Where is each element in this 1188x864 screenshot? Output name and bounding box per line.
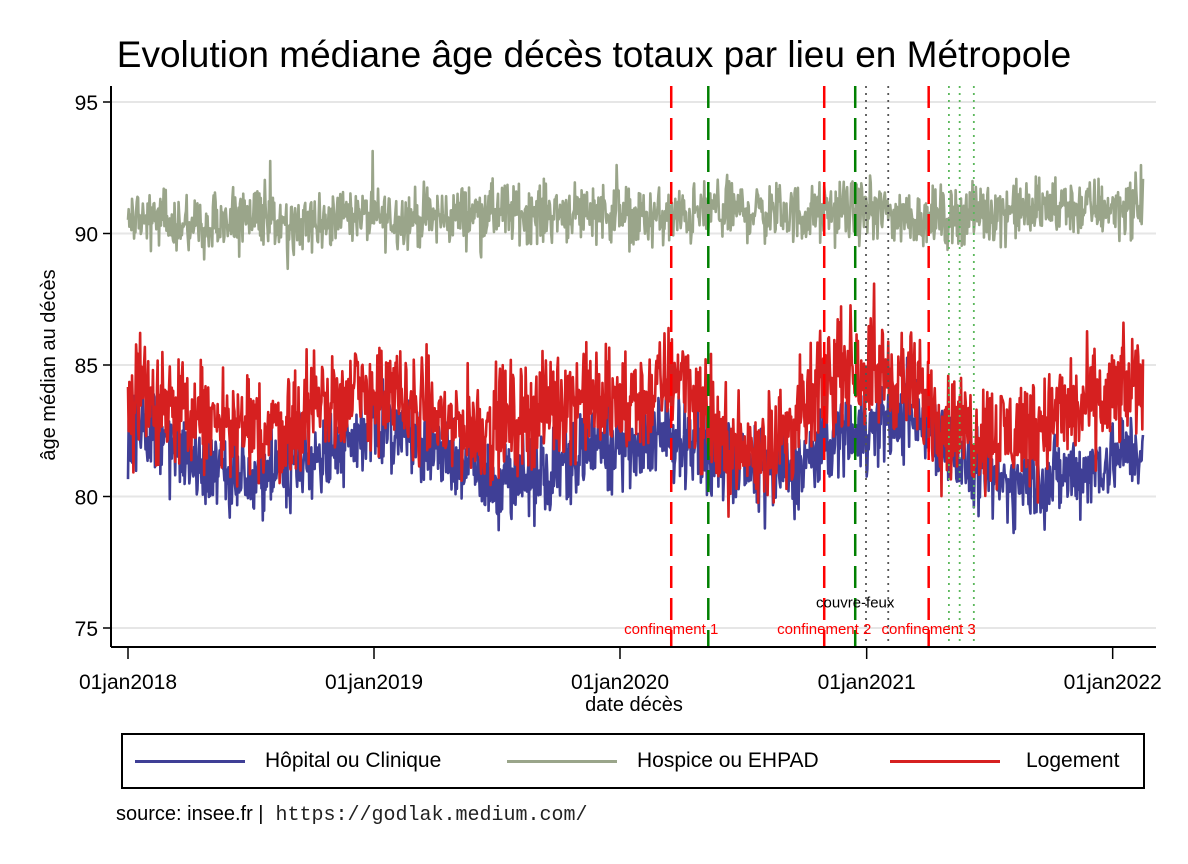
- chart-svg: 75 80 85 90 95 confinement 1 confinement 2 conf…: [38, 86, 1162, 716]
- legend-label-hospice: Hospice ou EHPAD: [637, 749, 819, 772]
- y-tick-label: 80: [75, 487, 98, 510]
- series-line-1: [126, 149, 1145, 271]
- x-tick-label: 01jan2021: [818, 671, 916, 694]
- x-tick-label: 01jan2019: [325, 671, 423, 694]
- annotation-label: confinement 2: [777, 621, 871, 638]
- annotation-label: confinement 1: [624, 621, 718, 638]
- source-url: https://godlak.medium.com/: [275, 804, 588, 827]
- legend-item-logement: Logement: [890, 735, 1119, 787]
- x-tick-label: 01jan2020: [571, 671, 669, 694]
- legend-label-hopital: Hôpital ou Clinique: [265, 749, 442, 772]
- source-text: source: insee.fr |: [116, 803, 264, 825]
- y-axis-title: âge médian au décès: [38, 269, 60, 460]
- annotation-label: couvre-feux: [816, 595, 895, 612]
- chart-title: Evolution médiane âge décès totaux par l…: [116, 34, 1072, 75]
- y-tick-label: 90: [75, 224, 98, 247]
- series-line-2: [126, 282, 1145, 518]
- x-tick-label: 01jan2022: [1064, 671, 1162, 694]
- y-tick-label: 95: [75, 92, 98, 115]
- legend-swatch-hopital: [135, 759, 245, 763]
- annotation-label: confinement 3: [882, 621, 976, 638]
- legend-item-hopital: Hôpital ou Clinique: [135, 735, 441, 787]
- legend-swatch-logement: [890, 759, 1000, 763]
- legend-swatch-hospice: [507, 759, 617, 763]
- source-note: source: insee.fr | https://godlak.medium.…: [116, 803, 588, 827]
- y-tick-label: 75: [75, 618, 98, 641]
- legend: Hôpital ou Clinique Hospice ou EHPAD Log…: [121, 733, 1145, 789]
- legend-label-logement: Logement: [1026, 749, 1120, 772]
- legend-item-hospice: Hospice ou EHPAD: [507, 735, 819, 787]
- x-tick-label: 01jan2018: [79, 671, 177, 694]
- x-axis-title: date décès: [585, 694, 683, 716]
- y-tick-label: 85: [75, 355, 98, 378]
